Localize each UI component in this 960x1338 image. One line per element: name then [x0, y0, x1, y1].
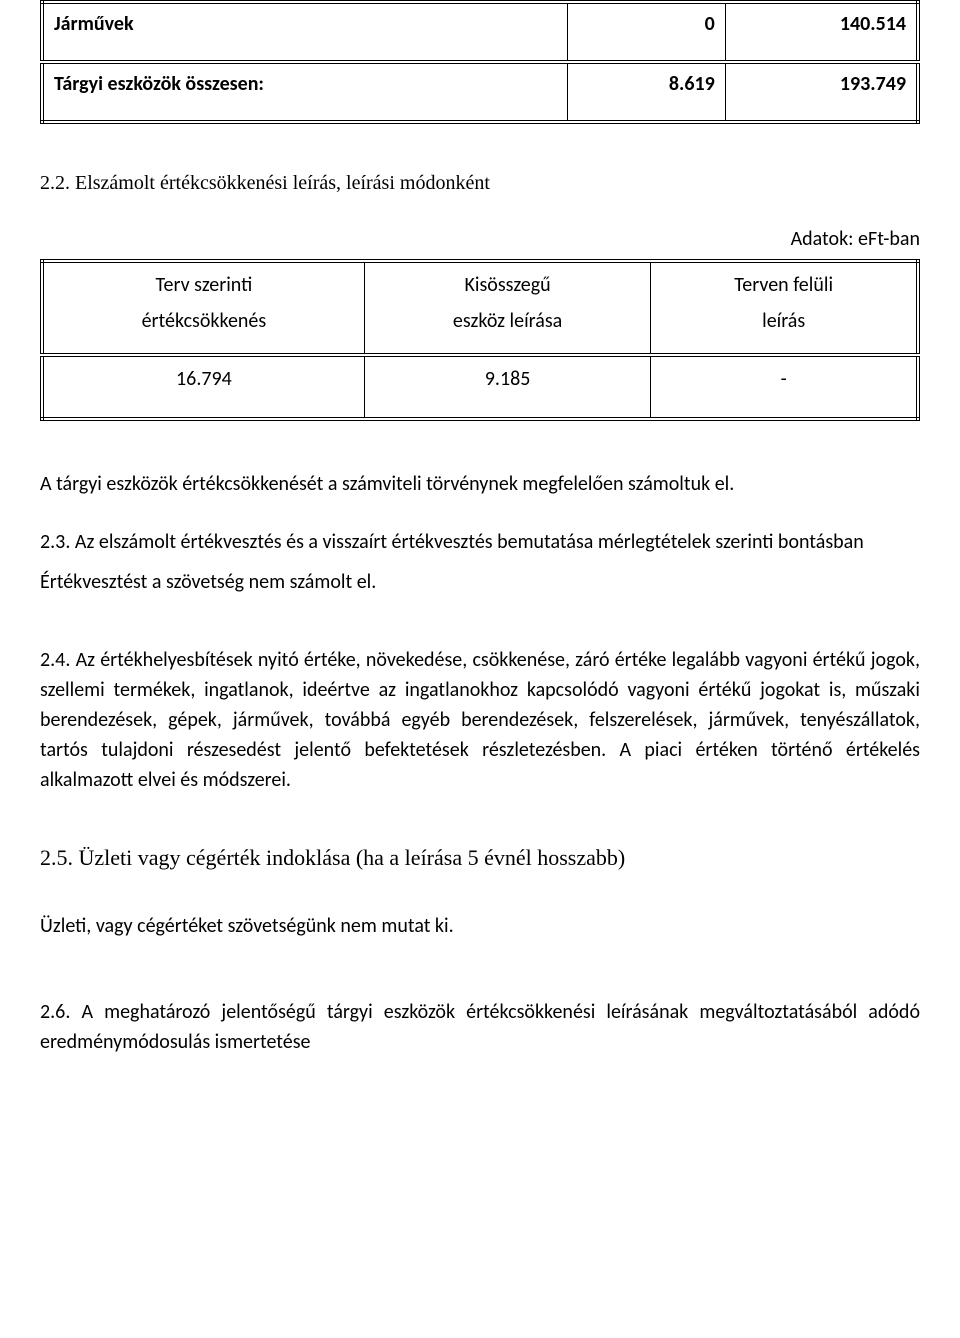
- paragraph-2-3-body: Értékvesztést a szövetség nem számolt el…: [40, 567, 920, 597]
- paragraph-2-4: 2.4. Az értékhelyesbítések nyitó értéke,…: [40, 645, 920, 795]
- row-value-2: 140.514: [725, 2, 918, 62]
- paragraph-2-3-heading: 2.3. Az elszámolt értékvesztés és a viss…: [40, 527, 920, 557]
- row-value-2: 193.749: [725, 62, 918, 122]
- caption-eft: Adatok: eFt-ban: [40, 227, 920, 251]
- depreciation-table: Terv szerinti értékcsökkenés Kisösszegű …: [40, 259, 920, 421]
- col-head-line1: Kisösszegű: [377, 273, 639, 297]
- col-head-line1: Terv szerinti: [56, 273, 352, 297]
- col-head-line2: értékcsökkenés: [56, 309, 352, 333]
- row-label: Járművek: [42, 2, 568, 62]
- page: Járművek 0 140.514 Tárgyi eszközök össze…: [0, 0, 960, 1338]
- table-value-row: 16.794 9.185 -: [42, 355, 918, 419]
- section-2-2-heading: 2.2. Elszámolt értékcsökkenési leírás, l…: [40, 172, 920, 195]
- table-head-row: Terv szerinti értékcsökkenés Kisösszegű …: [42, 261, 918, 355]
- paragraph-p1: A tárgyi eszközök értékcsökkenését a szá…: [40, 469, 920, 499]
- val-3: -: [651, 355, 918, 419]
- col-head-line2: eszköz leírása: [377, 309, 639, 333]
- col-head-3: Terven felüli leírás: [651, 261, 918, 355]
- section-2-5-heading: 2.5. Üzleti vagy cégérték indoklása (ha …: [40, 845, 920, 871]
- val-2: 9.185: [364, 355, 651, 419]
- col-head-line2: leírás: [663, 309, 904, 333]
- row-value-1: 0: [568, 2, 726, 62]
- col-head-line1: Terven felüli: [663, 273, 904, 297]
- paragraph-2-5-body: Üzleti, vagy cégértéket szövetségünk nem…: [40, 911, 920, 941]
- col-head-2: Kisösszegű eszköz leírása: [364, 261, 651, 355]
- row-label: Tárgyi eszközök összesen:: [42, 62, 568, 122]
- val-1: 16.794: [42, 355, 364, 419]
- col-head-1: Terv szerinti értékcsökkenés: [42, 261, 364, 355]
- table-row: Tárgyi eszközök összesen: 8.619 193.749: [42, 62, 918, 122]
- row-value-1: 8.619: [568, 62, 726, 122]
- paragraph-2-6: 2.6. A meghatározó jelentőségű tárgyi es…: [40, 997, 920, 1057]
- table-row: Járművek 0 140.514: [42, 2, 918, 62]
- assets-table: Járművek 0 140.514 Tárgyi eszközök össze…: [40, 0, 920, 124]
